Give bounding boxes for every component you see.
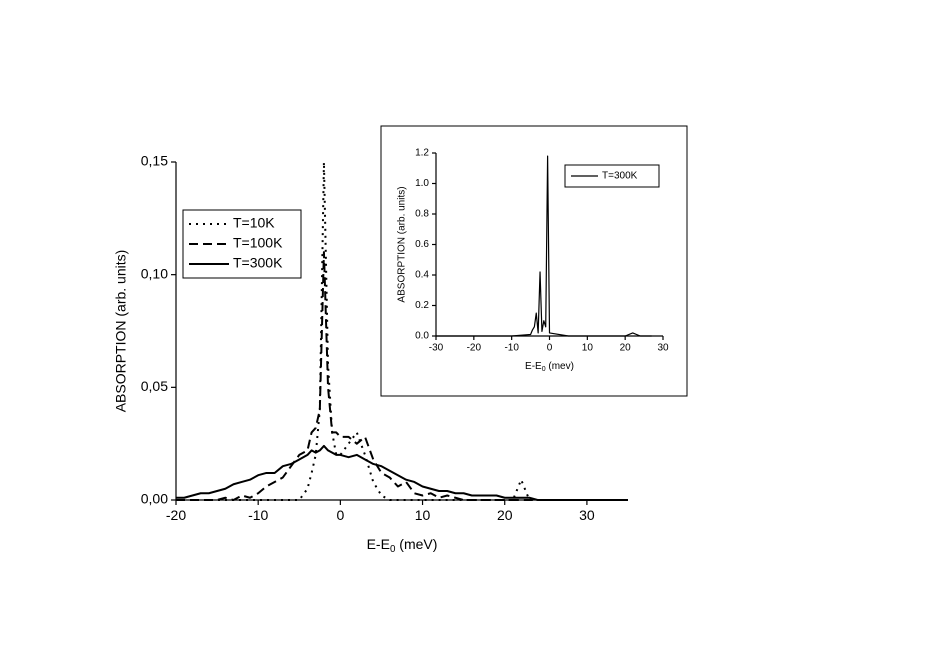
y-tick-label: 0,15	[141, 153, 168, 169]
x-tick-label: 10	[415, 507, 431, 523]
x-axis-label: E-E0 (meV)	[367, 536, 438, 555]
inset-frame	[380, 125, 688, 397]
y-axis-label: ABSORPTION (arb. units)	[113, 250, 129, 413]
x-tick-label: 30	[579, 507, 595, 523]
y-tick-label: 0.6	[415, 239, 429, 250]
x-tick-label: -20	[467, 343, 482, 354]
y-tick-label: 0.2	[415, 300, 429, 311]
x-tick-label: -10	[504, 343, 519, 354]
series-line	[436, 155, 652, 337]
x-label-part: E-E	[525, 361, 542, 372]
x-axis-label: E-E0 (mev)	[525, 361, 574, 373]
x-tick-label: 20	[620, 343, 632, 354]
y-tick-label: 0.8	[415, 209, 429, 220]
y-tick-label: 0.0	[415, 331, 429, 342]
series-line	[176, 444, 628, 501]
x-tick-label: -10	[248, 507, 268, 523]
y-tick-label: 1.0	[415, 178, 429, 189]
legend-label: T=300K	[602, 171, 638, 182]
legend-box	[182, 209, 302, 279]
y-tick-label: 0.4	[415, 270, 429, 281]
legend-label: T=10K	[233, 215, 275, 231]
x-tick-label: 30	[657, 343, 669, 354]
y-axis-label: ABSORPTION (arb. units)	[397, 186, 408, 302]
legend-box	[564, 164, 660, 188]
y-tick-label: 0,10	[141, 265, 168, 281]
y-tick-label: 0,05	[141, 378, 168, 394]
legend-label: T=100K	[233, 235, 283, 251]
x-tick-label: 10	[582, 343, 594, 354]
x-tick-label: 20	[497, 507, 513, 523]
x-tick-label: 0	[547, 343, 553, 354]
x-label-part: (mev)	[546, 361, 574, 372]
x-tick-label: -20	[166, 507, 186, 523]
x-label-part: E-E	[367, 536, 390, 552]
legend-label: T=300K	[233, 255, 283, 271]
x-tick-label: 0	[336, 507, 344, 523]
x-label-part: (meV)	[395, 536, 437, 552]
series-line	[176, 251, 628, 501]
y-tick-label: 1.2	[415, 148, 429, 159]
y-tick-label: 0,00	[141, 491, 168, 507]
x-tick-label: -30	[429, 343, 444, 354]
x-label-subscript: 0	[390, 544, 396, 555]
x-label-subscript: 0	[542, 366, 546, 373]
